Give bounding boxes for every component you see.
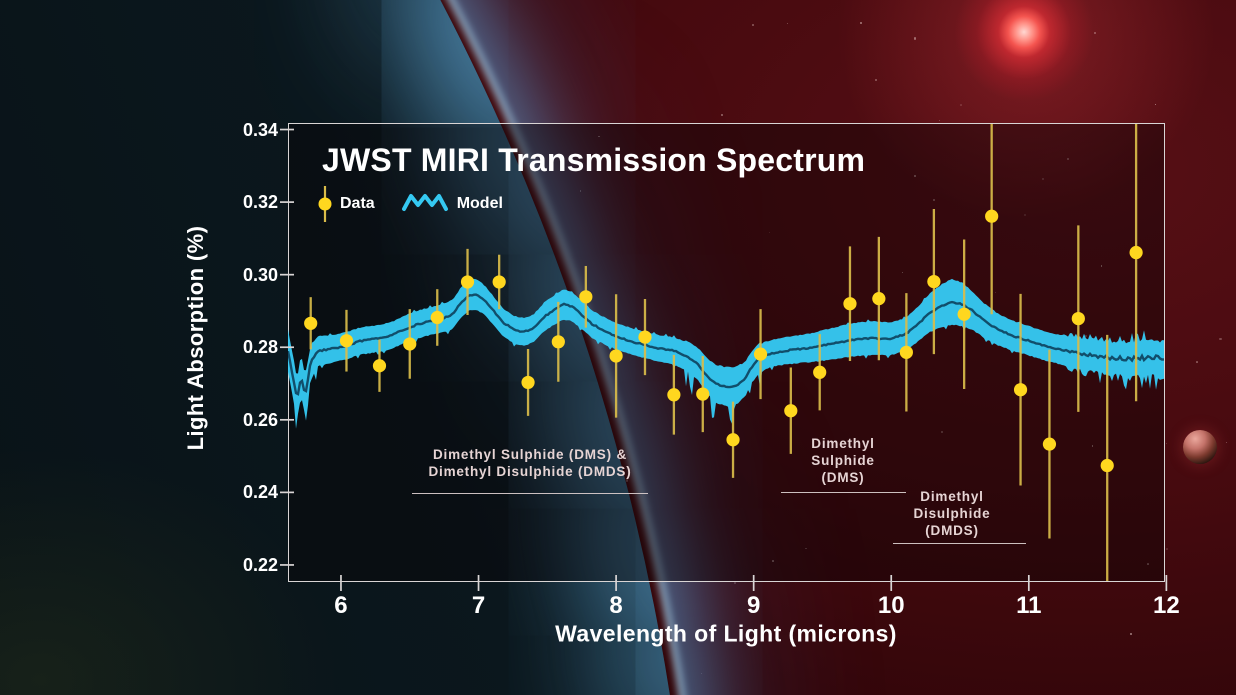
data-point: [899, 345, 913, 359]
y-tick-label: 0.24: [242, 482, 278, 503]
legend: Data Model: [318, 184, 503, 224]
x-tick-label: 12: [1153, 592, 1180, 619]
model-wave-icon: [401, 190, 449, 219]
data-point: [1042, 437, 1057, 451]
data-point: [753, 347, 768, 361]
data-point: [492, 275, 506, 289]
legend-label-model: Model: [456, 195, 503, 212]
y-axis-title: Light Absorption (%): [183, 225, 208, 451]
y-tick-label: 0.32: [242, 192, 278, 213]
x-axis-title: Wavelength of Light (microns): [555, 620, 897, 647]
annotation-line: (DMS): [821, 469, 865, 485]
x-tick-label: 11: [1016, 592, 1042, 619]
x-tick-label: 10: [877, 592, 905, 619]
y-tick-label: 0.26: [242, 409, 278, 430]
annotation-line: Disulphide: [913, 505, 991, 521]
chart-title: JWST MIRI Transmission Spectrum: [322, 142, 866, 178]
annotation-line: Sulphide: [811, 452, 875, 468]
x-tick-label: 7: [471, 592, 486, 619]
model-band-group: [288, 278, 1165, 429]
annotation-underline-dms: [781, 491, 907, 494]
data-point: [339, 334, 354, 348]
data-point: [304, 316, 318, 330]
annotation-line: Dimethyl: [811, 436, 875, 451]
model-band: [288, 278, 1164, 429]
data-point: [460, 275, 475, 289]
data-point: [1129, 245, 1143, 260]
data-point: [1071, 311, 1085, 326]
data-point: [784, 404, 798, 418]
data-point: [667, 388, 681, 402]
y-tick-label: 0.22: [242, 554, 278, 575]
data-point: [813, 365, 827, 379]
legend-label-data: Data: [340, 195, 375, 212]
axis-ticks: [280, 128, 1168, 591]
data-point: [1013, 383, 1028, 397]
y-tick-label: 0.28: [242, 337, 278, 358]
data-point: [638, 330, 652, 344]
x-tick-label: 6: [334, 592, 348, 619]
data-point: [372, 359, 387, 373]
annotation-line: Dimethyl Disulphide (DMDS): [428, 463, 632, 479]
data-point: [521, 375, 535, 390]
data-points: [304, 209, 1143, 473]
data-point: [551, 335, 565, 349]
data-point: [609, 349, 623, 363]
data-point: [957, 307, 971, 321]
y-tick-label: 0.30: [242, 264, 278, 285]
data-point: [726, 433, 740, 447]
data-point: [985, 209, 999, 223]
y-tick-label: 0.34: [242, 119, 278, 140]
annotation-dms-and-dmds: Dimethyl Sulphide (DMS) & Dimethyl Disulp…: [428, 447, 631, 481]
annotation-dms: Dimethyl Sulphide (DMS): [811, 436, 874, 486]
data-point: [579, 290, 593, 304]
data-marker-icon: [318, 186, 332, 222]
data-point: [843, 297, 857, 311]
data-point: [403, 337, 417, 351]
annotation-line: Dimethyl: [920, 489, 984, 504]
data-point: [1100, 458, 1114, 473]
data-point: [696, 387, 710, 401]
x-tick-label: 9: [746, 592, 761, 619]
x-tick-label: 8: [609, 592, 623, 619]
distant-planet: [1183, 430, 1217, 464]
data-point: [927, 274, 941, 289]
data-point: [430, 310, 444, 325]
annotation-underline-dms-and-dmds: [412, 492, 648, 495]
annotation-line: (DMDS): [925, 522, 979, 538]
data-point: [872, 292, 886, 306]
annotation-dmds: Dimethyl Disulphide (DMDS): [913, 489, 990, 539]
annotation-underline-dmds: [892, 542, 1027, 545]
annotation-line: Dimethyl Sulphide (DMS) &: [432, 447, 627, 462]
